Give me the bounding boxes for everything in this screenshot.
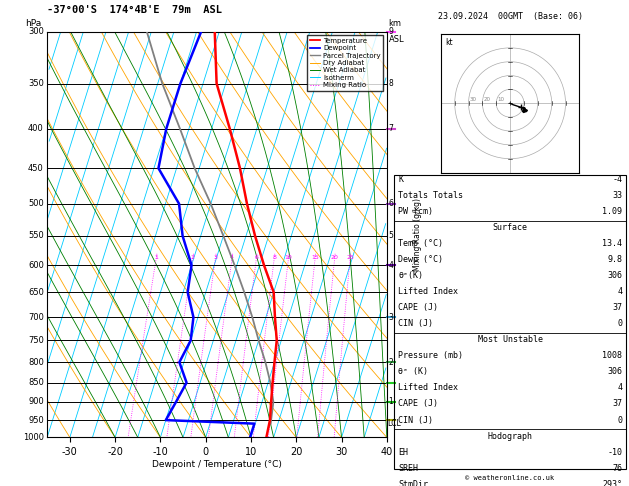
Text: 350: 350 (28, 79, 44, 88)
Text: 20: 20 (484, 97, 491, 102)
Text: StmDir: StmDir (398, 480, 428, 486)
Text: 750: 750 (28, 336, 44, 345)
Text: Hodograph: Hodograph (487, 432, 533, 441)
Text: 8: 8 (389, 79, 393, 88)
Text: θᵉ(K): θᵉ(K) (398, 271, 423, 280)
Text: 3: 3 (389, 312, 393, 322)
Text: EH: EH (398, 448, 408, 457)
Text: kt: kt (445, 38, 453, 47)
Text: 306: 306 (607, 367, 622, 377)
Text: 5: 5 (389, 231, 393, 241)
Text: 3: 3 (213, 255, 217, 260)
Text: -37°00'S  174°4B'E  79m  ASL: -37°00'S 174°4B'E 79m ASL (47, 5, 222, 16)
Text: 1: 1 (154, 255, 158, 260)
Text: 4: 4 (617, 383, 622, 393)
Text: θᵉ (K): θᵉ (K) (398, 367, 428, 377)
Text: km: km (389, 18, 401, 28)
Text: 0: 0 (617, 319, 622, 329)
Text: 306: 306 (607, 271, 622, 280)
Text: 4: 4 (617, 287, 622, 296)
Text: CAPE (J): CAPE (J) (398, 399, 438, 409)
Text: 300: 300 (28, 27, 44, 36)
Text: 10: 10 (284, 255, 292, 260)
Text: 1008: 1008 (602, 351, 622, 361)
Text: LCL: LCL (387, 419, 401, 428)
Text: 850: 850 (28, 378, 44, 387)
Text: 25: 25 (346, 255, 354, 260)
Text: -10: -10 (607, 448, 622, 457)
Text: CAPE (J): CAPE (J) (398, 303, 438, 312)
Text: 30: 30 (470, 97, 477, 102)
Text: 800: 800 (28, 358, 44, 367)
Text: 6: 6 (254, 255, 258, 260)
Text: 650: 650 (28, 288, 44, 296)
Text: 7: 7 (389, 124, 393, 133)
Legend: Temperature, Dewpoint, Parcel Trajectory, Dry Adiabat, Wet Adiabat, Isotherm, Mi: Temperature, Dewpoint, Parcel Trajectory… (307, 35, 383, 91)
Text: 15: 15 (311, 255, 319, 260)
Text: K: K (398, 175, 403, 184)
Text: SREH: SREH (398, 464, 418, 473)
Text: © weatheronline.co.uk: © weatheronline.co.uk (465, 475, 555, 481)
Text: 550: 550 (28, 231, 44, 241)
Text: 33: 33 (612, 191, 622, 200)
Text: 700: 700 (28, 312, 44, 322)
Text: Lifted Index: Lifted Index (398, 383, 458, 393)
Text: 13.4: 13.4 (602, 239, 622, 248)
Text: 0: 0 (617, 416, 622, 425)
Text: Dewp (°C): Dewp (°C) (398, 255, 443, 264)
Text: 9: 9 (389, 27, 393, 36)
Text: 950: 950 (28, 416, 44, 425)
Text: 76: 76 (612, 464, 622, 473)
Text: CIN (J): CIN (J) (398, 416, 433, 425)
Text: Mixing Ratio (g/kg): Mixing Ratio (g/kg) (413, 198, 422, 271)
Text: 293°: 293° (602, 480, 622, 486)
Text: Temp (°C): Temp (°C) (398, 239, 443, 248)
Text: 2: 2 (389, 358, 393, 367)
Text: 400: 400 (28, 124, 44, 133)
X-axis label: Dewpoint / Temperature (°C): Dewpoint / Temperature (°C) (152, 460, 282, 469)
Text: 2: 2 (191, 255, 194, 260)
Text: Totals Totals: Totals Totals (398, 191, 463, 200)
Text: 600: 600 (28, 260, 44, 270)
Text: Most Unstable: Most Unstable (477, 335, 543, 345)
Text: 1: 1 (389, 398, 393, 406)
Text: 23.09.2024  00GMT  (Base: 06): 23.09.2024 00GMT (Base: 06) (438, 12, 582, 21)
Text: 4: 4 (389, 260, 393, 270)
Text: 20: 20 (331, 255, 338, 260)
Text: 37: 37 (612, 303, 622, 312)
Text: 900: 900 (28, 398, 44, 406)
Text: Lifted Index: Lifted Index (398, 287, 458, 296)
Text: 1.09: 1.09 (602, 207, 622, 216)
Text: 8: 8 (272, 255, 276, 260)
Text: Pressure (mb): Pressure (mb) (398, 351, 463, 361)
Text: Surface: Surface (493, 223, 528, 232)
Text: 10: 10 (498, 97, 504, 102)
Text: 450: 450 (28, 164, 44, 173)
Text: CIN (J): CIN (J) (398, 319, 433, 329)
Text: hPa: hPa (25, 18, 42, 28)
Text: 37: 37 (612, 399, 622, 409)
Text: 1000: 1000 (23, 433, 44, 442)
Text: -4: -4 (612, 175, 622, 184)
Text: 6: 6 (389, 199, 393, 208)
Text: PW (cm): PW (cm) (398, 207, 433, 216)
Text: 4: 4 (230, 255, 234, 260)
Text: 9.8: 9.8 (607, 255, 622, 264)
Text: 500: 500 (28, 199, 44, 208)
Text: ASL: ASL (389, 35, 404, 44)
